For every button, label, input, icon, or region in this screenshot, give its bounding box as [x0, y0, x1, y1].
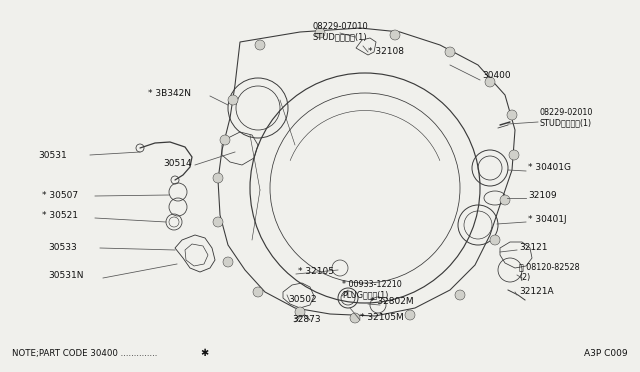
Text: Ⓑ 08120-82528
(2): Ⓑ 08120-82528 (2): [519, 262, 580, 282]
Text: * 00933-12210
PLUGプラグ(1): * 00933-12210 PLUGプラグ(1): [342, 280, 402, 300]
Circle shape: [509, 150, 519, 160]
Circle shape: [490, 235, 500, 245]
Text: * 32108: * 32108: [368, 48, 404, 57]
Text: 30400: 30400: [482, 71, 511, 80]
Text: 30531N: 30531N: [48, 270, 83, 279]
Circle shape: [295, 307, 305, 317]
Circle shape: [500, 195, 510, 205]
Circle shape: [390, 30, 400, 40]
Text: 32121A: 32121A: [519, 288, 554, 296]
Text: * 30401J: * 30401J: [528, 215, 566, 224]
Text: 32873: 32873: [292, 315, 321, 324]
Text: 30514: 30514: [163, 158, 191, 167]
Circle shape: [213, 173, 223, 183]
Text: * 30521: * 30521: [42, 212, 78, 221]
Text: 30533: 30533: [48, 244, 77, 253]
Text: * 32105M: * 32105M: [360, 314, 404, 323]
Circle shape: [507, 110, 517, 120]
Circle shape: [255, 40, 265, 50]
Circle shape: [223, 257, 233, 267]
Circle shape: [213, 217, 223, 227]
Circle shape: [228, 95, 238, 105]
Circle shape: [315, 28, 325, 38]
Circle shape: [445, 47, 455, 57]
Text: 32109: 32109: [528, 192, 557, 201]
Circle shape: [405, 310, 415, 320]
Text: * 32105: * 32105: [298, 267, 334, 276]
Text: 30531: 30531: [38, 151, 67, 160]
Circle shape: [220, 135, 230, 145]
Text: ✱: ✱: [200, 348, 208, 358]
Text: * 30401G: * 30401G: [528, 164, 571, 173]
Circle shape: [455, 290, 465, 300]
Text: A3P C009: A3P C009: [584, 349, 628, 358]
Text: NOTE;PART CODE 30400 ..............: NOTE;PART CODE 30400 ..............: [12, 349, 157, 358]
Text: 30502: 30502: [288, 295, 317, 305]
Text: * 30507: * 30507: [42, 192, 78, 201]
Text: * 32802M: * 32802M: [370, 298, 413, 307]
Circle shape: [485, 77, 495, 87]
Circle shape: [350, 313, 360, 323]
Text: * 3B342N: * 3B342N: [148, 89, 191, 97]
Circle shape: [253, 287, 263, 297]
Text: 32121: 32121: [519, 244, 547, 253]
Text: 08229-07010
STUDスタッド(1): 08229-07010 STUDスタッド(1): [312, 22, 368, 41]
Text: 08229-02010
STUDスタッド(1): 08229-02010 STUDスタッド(1): [540, 108, 593, 128]
